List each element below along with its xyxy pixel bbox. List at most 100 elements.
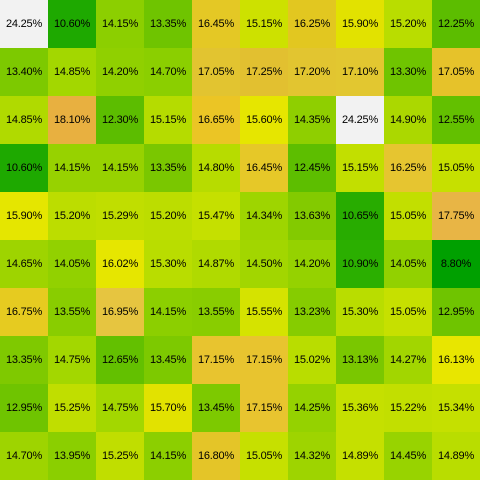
heatmap-cell-r6-c2: 16.95%: [96, 288, 144, 336]
heatmap-cell-r0-c2: 14.15%: [96, 0, 144, 48]
heatmap-cell-r1-c1: 14.85%: [48, 48, 96, 96]
heatmap-cell-r3-c3: 13.35%: [144, 144, 192, 192]
heatmap-cell-r4-c5: 14.34%: [240, 192, 288, 240]
heatmap-cell-r9-c5: 15.05%: [240, 432, 288, 480]
heatmap-cell-r0-c1: 10.60%: [48, 0, 96, 48]
heatmap-cell-r9-c8: 14.45%: [384, 432, 432, 480]
heatmap-cell-r9-c4: 16.80%: [192, 432, 240, 480]
heatmap-cell-r6-c7: 15.30%: [336, 288, 384, 336]
heatmap-cell-r5-c1: 14.05%: [48, 240, 96, 288]
heatmap-cell-r2-c6: 14.35%: [288, 96, 336, 144]
heatmap-cell-r2-c8: 14.90%: [384, 96, 432, 144]
heatmap-cell-r4-c8: 15.05%: [384, 192, 432, 240]
heatmap-cell-r5-c6: 14.20%: [288, 240, 336, 288]
heatmap-cell-r5-c3: 15.30%: [144, 240, 192, 288]
heatmap-cell-r2-c2: 12.30%: [96, 96, 144, 144]
heatmap-cell-r9-c9: 14.89%: [432, 432, 480, 480]
heatmap-cell-r8-c8: 15.22%: [384, 384, 432, 432]
heatmap-cell-r6-c4: 13.55%: [192, 288, 240, 336]
heatmap-cell-r9-c3: 14.15%: [144, 432, 192, 480]
heatmap-cell-r4-c7: 10.65%: [336, 192, 384, 240]
heatmap-cell-r0-c8: 15.20%: [384, 0, 432, 48]
heatmap-cell-r0-c0: 24.25%: [0, 0, 48, 48]
heatmap-cell-r8-c4: 13.45%: [192, 384, 240, 432]
heatmap-cell-r0-c3: 13.35%: [144, 0, 192, 48]
heatmap-cell-r4-c0: 15.90%: [0, 192, 48, 240]
heatmap-cell-r3-c7: 15.15%: [336, 144, 384, 192]
heatmap-cell-r6-c1: 13.55%: [48, 288, 96, 336]
heatmap-cell-r4-c2: 15.29%: [96, 192, 144, 240]
heatmap-cell-r4-c1: 15.20%: [48, 192, 96, 240]
heatmap-cell-r9-c0: 14.70%: [0, 432, 48, 480]
heatmap-cell-r9-c2: 15.25%: [96, 432, 144, 480]
heatmap-cell-r9-c7: 14.89%: [336, 432, 384, 480]
heatmap-cell-r3-c5: 16.45%: [240, 144, 288, 192]
heatmap-cell-r7-c9: 16.13%: [432, 336, 480, 384]
heatmap-cell-r3-c9: 15.05%: [432, 144, 480, 192]
heatmap-cell-r2-c1: 18.10%: [48, 96, 96, 144]
heatmap-cell-r5-c9: 8.80%: [432, 240, 480, 288]
heatmap-cell-r1-c8: 13.30%: [384, 48, 432, 96]
heatmap-cell-r3-c0: 10.60%: [0, 144, 48, 192]
heatmap-cell-r8-c3: 15.70%: [144, 384, 192, 432]
heatmap-cell-r8-c9: 15.34%: [432, 384, 480, 432]
heatmap-cell-r6-c3: 14.15%: [144, 288, 192, 336]
heatmap-cell-r5-c7: 10.90%: [336, 240, 384, 288]
heatmap-cell-r1-c6: 17.20%: [288, 48, 336, 96]
heatmap-cell-r2-c3: 15.15%: [144, 96, 192, 144]
heatmap-cell-r8-c5: 17.15%: [240, 384, 288, 432]
heatmap-cell-r1-c7: 17.10%: [336, 48, 384, 96]
heatmap-cell-r8-c2: 14.75%: [96, 384, 144, 432]
heatmap-cell-r7-c8: 14.27%: [384, 336, 432, 384]
heatmap-cell-r7-c7: 13.13%: [336, 336, 384, 384]
heatmap-cell-r2-c5: 15.60%: [240, 96, 288, 144]
heatmap-cell-r5-c0: 14.65%: [0, 240, 48, 288]
heatmap-cell-r5-c8: 14.05%: [384, 240, 432, 288]
heatmap-cell-r1-c5: 17.25%: [240, 48, 288, 96]
heatmap-cell-r0-c4: 16.45%: [192, 0, 240, 48]
heatmap-cell-r1-c9: 17.05%: [432, 48, 480, 96]
heatmap-cell-r7-c6: 15.02%: [288, 336, 336, 384]
heatmap-cell-r1-c4: 17.05%: [192, 48, 240, 96]
heatmap-cell-r7-c1: 14.75%: [48, 336, 96, 384]
heatmap-cell-r3-c8: 16.25%: [384, 144, 432, 192]
heatmap-cell-r6-c5: 15.55%: [240, 288, 288, 336]
heatmap-cell-r4-c3: 15.20%: [144, 192, 192, 240]
heatmap-cell-r0-c7: 15.90%: [336, 0, 384, 48]
heatmap-cell-r3-c6: 12.45%: [288, 144, 336, 192]
heatmap-cell-r3-c4: 14.80%: [192, 144, 240, 192]
heatmap-cell-r6-c6: 13.23%: [288, 288, 336, 336]
heatmap-cell-r6-c0: 16.75%: [0, 288, 48, 336]
heatmap-cell-r5-c2: 16.02%: [96, 240, 144, 288]
heatmap-cell-r1-c3: 14.70%: [144, 48, 192, 96]
heatmap-cell-r6-c8: 15.05%: [384, 288, 432, 336]
heatmap-cell-r1-c2: 14.20%: [96, 48, 144, 96]
heatmap-cell-r1-c0: 13.40%: [0, 48, 48, 96]
heatmap-cell-r2-c9: 12.55%: [432, 96, 480, 144]
heatmap-cell-r8-c7: 15.36%: [336, 384, 384, 432]
heatmap-cell-r0-c9: 12.25%: [432, 0, 480, 48]
heatmap-cell-r5-c4: 14.87%: [192, 240, 240, 288]
heatmap-cell-r4-c9: 17.75%: [432, 192, 480, 240]
heatmap-cell-r9-c1: 13.95%: [48, 432, 96, 480]
heatmap-cell-r4-c6: 13.63%: [288, 192, 336, 240]
heatmap-cell-r9-c6: 14.32%: [288, 432, 336, 480]
heatmap-cell-r2-c4: 16.65%: [192, 96, 240, 144]
heatmap-cell-r0-c6: 16.25%: [288, 0, 336, 48]
heatmap-cell-r3-c1: 14.15%: [48, 144, 96, 192]
heatmap-cell-r7-c4: 17.15%: [192, 336, 240, 384]
heatmap-cell-r7-c5: 17.15%: [240, 336, 288, 384]
heatmap-cell-r4-c4: 15.47%: [192, 192, 240, 240]
heatmap-cell-r7-c0: 13.35%: [0, 336, 48, 384]
heatmap-cell-r3-c2: 14.15%: [96, 144, 144, 192]
heatmap-cell-r2-c7: 24.25%: [336, 96, 384, 144]
heatmap-cell-r8-c6: 14.25%: [288, 384, 336, 432]
heatmap-cell-r5-c5: 14.50%: [240, 240, 288, 288]
heatmap-cell-r7-c3: 13.45%: [144, 336, 192, 384]
heatmap-cell-r6-c9: 12.95%: [432, 288, 480, 336]
heatmap-cell-r8-c1: 15.25%: [48, 384, 96, 432]
heatmap-cell-r8-c0: 12.95%: [0, 384, 48, 432]
heatmap-cell-r7-c2: 12.65%: [96, 336, 144, 384]
heatmap-cell-r0-c5: 15.15%: [240, 0, 288, 48]
